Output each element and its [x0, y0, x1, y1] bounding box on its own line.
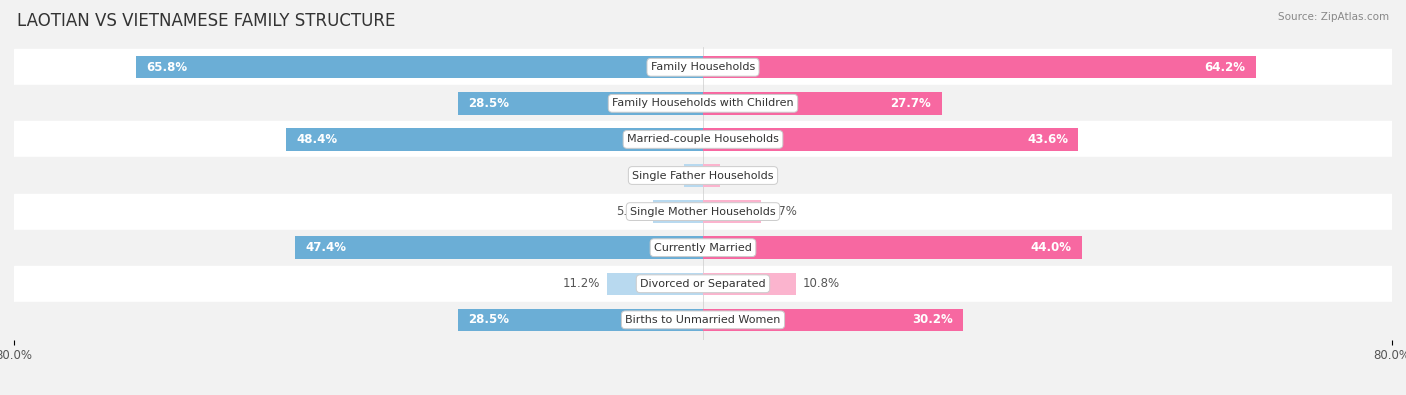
Text: 44.0%: 44.0% [1031, 241, 1071, 254]
Text: 28.5%: 28.5% [468, 313, 509, 326]
Bar [703, 56, 1256, 79]
Bar [703, 92, 942, 115]
Text: 2.2%: 2.2% [647, 169, 678, 182]
Bar [14, 158, 1392, 194]
Bar [457, 308, 703, 331]
Text: 64.2%: 64.2% [1205, 61, 1246, 74]
Bar [457, 92, 703, 115]
Bar [703, 164, 720, 187]
Text: Divorced or Separated: Divorced or Separated [640, 279, 766, 289]
Text: Family Households: Family Households [651, 62, 755, 72]
Bar [14, 194, 1392, 229]
Bar [287, 128, 703, 150]
Text: Married-couple Households: Married-couple Households [627, 134, 779, 145]
Text: Single Father Households: Single Father Households [633, 171, 773, 181]
Legend: Laotian, Vietnamese: Laotian, Vietnamese [610, 392, 796, 395]
Bar [685, 164, 703, 187]
Text: 2.0%: 2.0% [727, 169, 756, 182]
Text: 10.8%: 10.8% [803, 277, 839, 290]
Text: 11.2%: 11.2% [562, 277, 599, 290]
Text: 6.7%: 6.7% [768, 205, 797, 218]
Bar [703, 308, 963, 331]
Text: LAOTIAN VS VIETNAMESE FAMILY STRUCTURE: LAOTIAN VS VIETNAMESE FAMILY STRUCTURE [17, 12, 395, 30]
Bar [652, 200, 703, 223]
Bar [136, 56, 703, 79]
Text: 5.8%: 5.8% [617, 205, 647, 218]
Text: 43.6%: 43.6% [1028, 133, 1069, 146]
Bar [295, 237, 703, 259]
Bar [14, 121, 1392, 158]
Text: Source: ZipAtlas.com: Source: ZipAtlas.com [1278, 12, 1389, 22]
Text: 65.8%: 65.8% [146, 61, 188, 74]
Bar [703, 128, 1078, 150]
Text: Currently Married: Currently Married [654, 243, 752, 253]
Text: 47.4%: 47.4% [305, 241, 346, 254]
Bar [606, 273, 703, 295]
Bar [703, 237, 1083, 259]
Bar [703, 273, 796, 295]
Text: 48.4%: 48.4% [297, 133, 337, 146]
Text: 28.5%: 28.5% [468, 97, 509, 110]
Bar [703, 200, 761, 223]
Text: 27.7%: 27.7% [890, 97, 931, 110]
Text: Births to Unmarried Women: Births to Unmarried Women [626, 315, 780, 325]
Bar [14, 85, 1392, 121]
Bar [14, 229, 1392, 266]
Bar [14, 302, 1392, 338]
Text: Single Mother Households: Single Mother Households [630, 207, 776, 216]
Text: 30.2%: 30.2% [912, 313, 953, 326]
Bar [14, 49, 1392, 85]
Bar [14, 266, 1392, 302]
Text: Family Households with Children: Family Households with Children [612, 98, 794, 108]
